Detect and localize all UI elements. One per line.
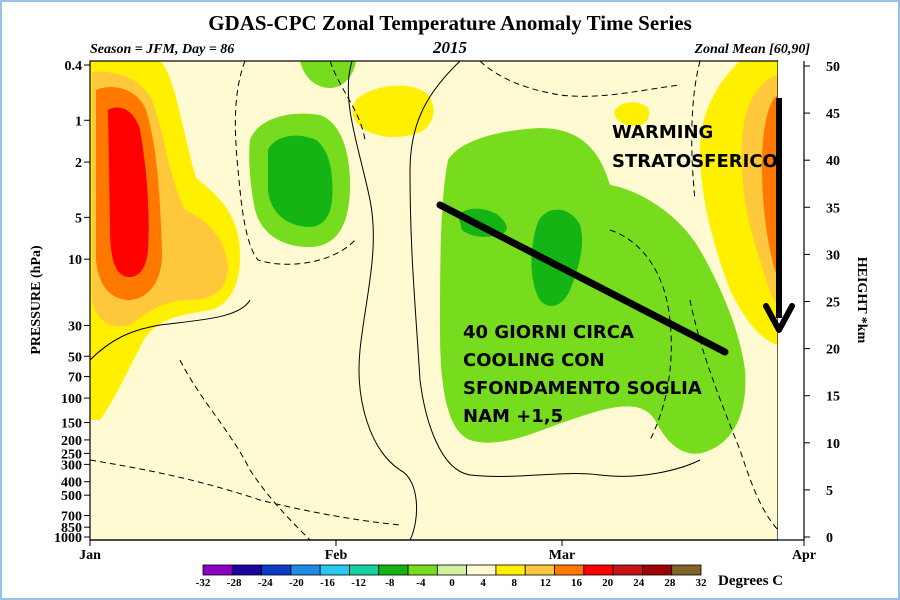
y-axis-label-right: HEIGHT *km <box>854 257 869 344</box>
colorbar-label: -4 <box>416 577 426 589</box>
warming-arrow-head <box>763 303 795 333</box>
colorbar-label: -12 <box>351 577 366 589</box>
height-tick-label: 30 <box>826 248 840 263</box>
cooling-annotation-line-2: COOLING CON <box>463 350 605 371</box>
cold-region-late-jan-dark <box>268 135 333 227</box>
height-tick-label: 5 <box>826 484 833 499</box>
month-tick-label: Feb <box>325 548 348 563</box>
subtitle-right: Zonal Mean [60,90] <box>694 42 811 57</box>
colorbar-label: 20 <box>602 577 614 589</box>
month-tick-label: Apr <box>792 548 816 563</box>
height-tick-label: 15 <box>826 390 840 405</box>
colorbar-label: 0 <box>449 577 455 589</box>
cooling-annotation-line-3: SFONDAMENTO SOGLIA <box>463 378 702 399</box>
colorbar-swatch <box>554 564 585 576</box>
pressure-tick-label: 850 <box>61 521 82 536</box>
pressure-tick-label: 30 <box>68 319 82 334</box>
colorbar-swatch <box>231 564 262 576</box>
pressure-tick-label: 250 <box>61 447 82 462</box>
pressure-tick-label: 300 <box>61 458 82 473</box>
colorbar-swatch <box>466 564 497 576</box>
colorbar-swatch <box>436 564 468 576</box>
colorbar-label: 24 <box>633 577 645 589</box>
colorbar-swatch <box>290 564 321 576</box>
colorbar-unit-label: Degrees C <box>718 573 783 589</box>
plot-area <box>89 60 805 541</box>
pressure-tick-label: 700 <box>61 509 82 524</box>
right-axis-strip <box>778 61 804 540</box>
height-tick-label: 10 <box>826 437 840 452</box>
colorbar-swatch <box>524 564 555 576</box>
height-tick-label: 40 <box>826 154 840 169</box>
subtitle-center: 2015 <box>432 38 468 57</box>
height-tick-label: 50 <box>826 60 840 75</box>
warming-annotation-line-2: STRATOSFERICO <box>612 151 778 172</box>
cooling-annotation-line-4: NAM +1,5 <box>463 406 563 427</box>
cold-region-mar-dark <box>531 209 583 306</box>
cold-region-mar-light <box>440 128 746 454</box>
cooling-trend-line <box>436 201 729 356</box>
colorbar-swatch <box>642 564 673 576</box>
colorbar-label: -32 <box>196 577 211 589</box>
colorbar-swatch <box>407 564 438 576</box>
cold-blob-feb-top <box>300 61 356 88</box>
height-tick-label: 0 <box>826 531 833 546</box>
colorbar-swatch <box>378 564 409 576</box>
cooling-annotation-line-1: 40 GIORNI CIRCA <box>463 322 634 343</box>
colorbar-label: -28 <box>227 577 242 589</box>
colorbar-swatch <box>671 564 702 576</box>
warm-region-mar-darkorange <box>762 95 778 280</box>
pressure-tick-label: 5 <box>75 211 82 226</box>
warm-blob-mar-small <box>614 102 650 126</box>
axis-ticks: 0.41251030507010015020025030040050070085… <box>54 59 840 563</box>
colorbar-swatch <box>583 564 614 576</box>
colorbar-label: 4 <box>480 577 486 589</box>
chart-title: GDAS-CPC Zonal Temperature Anomaly Time … <box>208 11 692 35</box>
pressure-tick-label: 1 <box>75 114 82 129</box>
pressure-tick-label: 400 <box>61 476 82 491</box>
colorbar-label: 12 <box>540 577 552 589</box>
height-tick-label: 25 <box>826 296 840 311</box>
subtitle-left: Season = JFM, Day = 86 <box>90 42 234 57</box>
colorbar-swatch <box>261 564 292 576</box>
height-tick-label: 35 <box>826 201 840 216</box>
colorbar-swatch <box>349 564 380 576</box>
colorbar-label: 32 <box>696 577 708 589</box>
height-tick-label: 45 <box>826 107 840 122</box>
contour-lines <box>90 61 701 540</box>
colorbar-swatch <box>612 564 643 576</box>
month-tick-label: Jan <box>79 548 101 563</box>
pressure-tick-label: 70 <box>68 371 82 386</box>
colorbar-swatch <box>319 564 350 576</box>
pressure-tick-label: 10 <box>68 253 82 268</box>
pressure-tick-label: 500 <box>61 489 82 504</box>
colorbar-label: -8 <box>385 577 395 589</box>
pressure-tick-label: 100 <box>61 392 82 407</box>
pressure-tick-label: 50 <box>68 350 82 365</box>
colorbar-swatch <box>495 564 526 576</box>
colorbar-label: -24 <box>258 577 273 589</box>
y-axis-label-left: PRESSURE (hPa) <box>29 245 44 355</box>
warm-blob-feb <box>352 85 434 138</box>
pressure-tick-label: 200 <box>61 434 82 449</box>
pressure-tick-label: 0.4 <box>65 59 83 74</box>
month-tick-label: Mar <box>549 548 575 563</box>
colorbar-label: 28 <box>664 577 676 589</box>
warm-region-jan-red <box>108 107 149 277</box>
colorbar-label: -16 <box>320 577 335 589</box>
pressure-tick-label: 150 <box>61 417 82 432</box>
colorbar: -32 -28 -24 -20 -16 -12 -8 -4 0 4 8 12 16 20 24 28 32 <box>196 564 708 589</box>
pressure-tick-label: 1000 <box>54 531 82 546</box>
colorbar-label: -20 <box>289 577 304 589</box>
colorbar-swatch <box>202 564 233 576</box>
colorbar-label: 16 <box>571 577 583 589</box>
height-tick-label: 20 <box>826 343 840 358</box>
colorbar-label: 8 <box>512 577 518 589</box>
pressure-tick-label: 2 <box>75 156 82 171</box>
warming-annotation-line-1: WARMING <box>612 122 713 143</box>
